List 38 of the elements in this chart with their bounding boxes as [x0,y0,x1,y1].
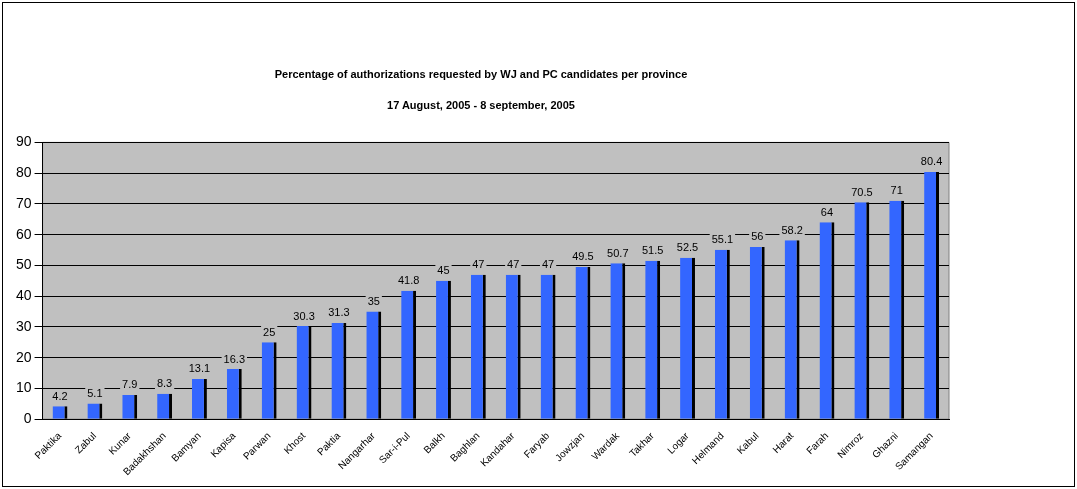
data-label: 16.3 [223,352,246,365]
y-tick-label: 10 [15,379,32,396]
y-tick-label: 80 [15,164,32,181]
data-label: 30.3 [293,309,315,322]
data-label: 5.1 [87,387,103,400]
data-label: 80.4 [920,155,943,168]
data-label: 51.5 [641,244,664,257]
y-tick-label: 50 [15,256,32,273]
data-label: 47 [541,258,555,271]
data-label: 25 [263,325,276,338]
data-label: 52.5 [676,241,699,254]
data-label: 70.5 [851,185,873,198]
data-label: 7.9 [122,378,138,391]
data-label: 47 [472,258,485,271]
data-label: 8.3 [156,377,173,390]
chart-subtitle: 17 August, 2005 - 8 september, 2005 [387,98,575,111]
data-label: 71 [890,184,903,197]
data-label: 45 [437,264,450,277]
y-tick-label: 30 [15,317,32,334]
data-label: 56 [751,230,764,243]
data-label: 64 [820,205,834,218]
y-tick-label: 0 [23,410,32,427]
data-label: 41.8 [397,274,420,287]
data-label: 55.1 [711,233,734,246]
data-label: 35 [367,295,380,308]
chart-title: Percentage of authorizations requested by WJ and PC candidates per province [274,67,688,80]
data-label: 49.5 [572,250,594,263]
y-tick-label: 90 [15,133,32,150]
y-tick-label: 20 [15,348,32,365]
y-tick-label: 40 [15,287,32,304]
data-label: 50.7 [607,246,629,259]
data-label: 4.2 [52,389,68,402]
data-label: 47 [507,258,520,271]
data-label: 31.3 [328,306,350,319]
y-tick-label: 60 [15,225,32,242]
data-label: 58.2 [781,223,803,236]
y-tick-label: 70 [15,194,32,211]
data-label: 13.1 [188,362,211,375]
